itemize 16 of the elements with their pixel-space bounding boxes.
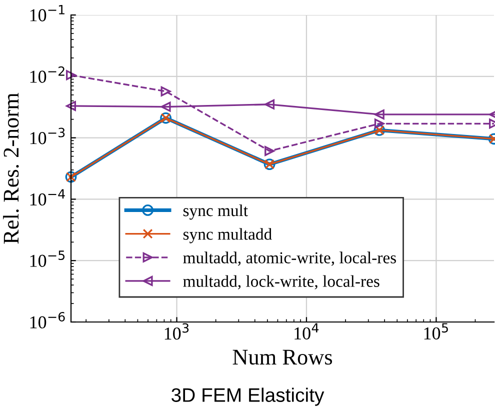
legend-label: sync mult	[183, 204, 248, 220]
y-tick-label: 10$^{−3}$	[30, 128, 65, 144]
text: 3D FEM Elasticity	[172, 388, 324, 406]
y-tick-label: 10$^{−4}$	[30, 189, 65, 206]
y-tick-label: 10$^{−5}$	[30, 250, 65, 267]
legend-label: multadd, atomic-write, local-res	[183, 252, 396, 266]
x-tick-label: 10$^{5}$	[424, 323, 448, 340]
y-tick-label: 10$^{−6}$	[30, 312, 65, 328]
x-axis-title: Num Rows	[232, 350, 332, 365]
y-axis-title: Rel. Res. 2-norm	[3, 92, 19, 244]
x-tick-label: 10$^{3}$	[164, 323, 189, 340]
y-tick-label: 10$^{−2}$	[30, 66, 64, 83]
x-tick-label: 10$^{4}$	[294, 323, 319, 340]
legend-label: multadd, lock-write, local-res	[183, 275, 380, 290]
legend-label: sync multadd	[183, 228, 272, 244]
y-tick-label: 10$^{−1}$	[30, 5, 64, 22]
